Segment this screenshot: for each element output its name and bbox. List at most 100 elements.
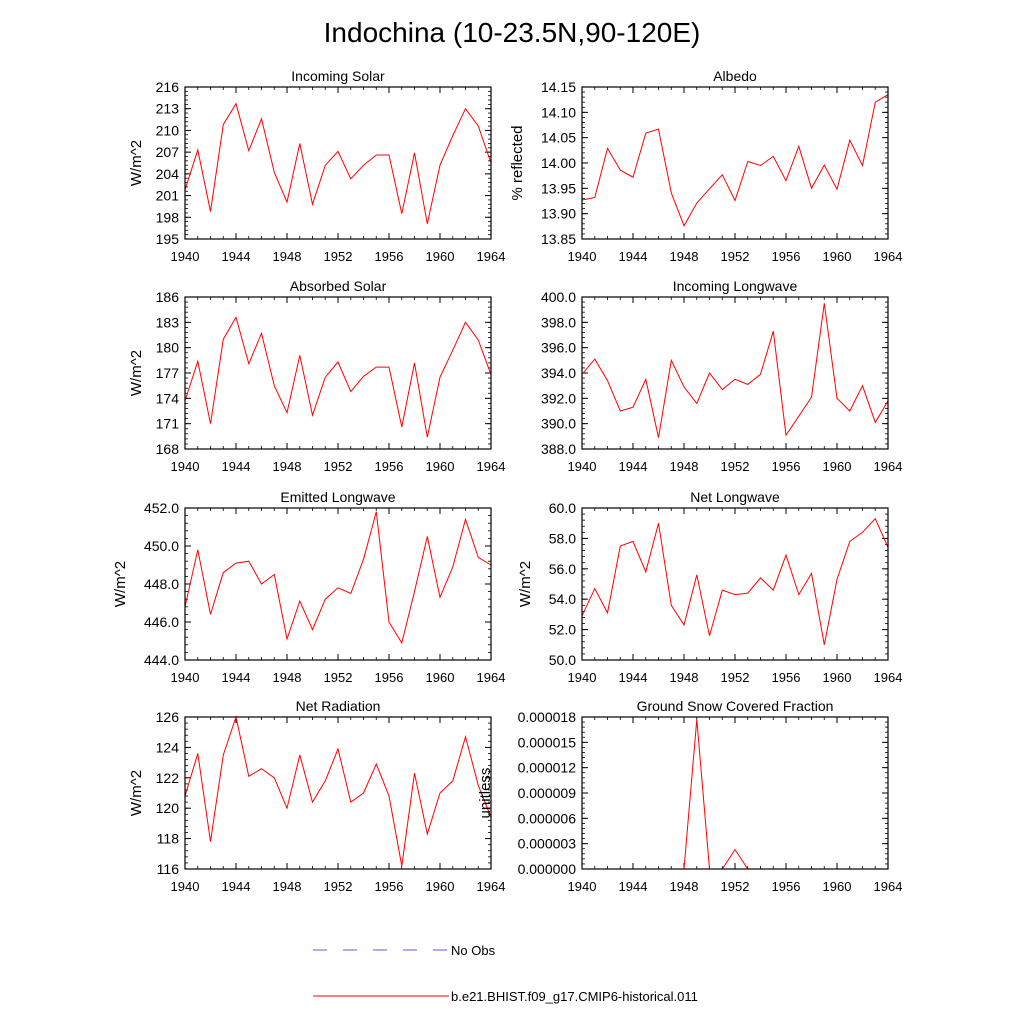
- x-tick-label: 1956: [375, 670, 404, 685]
- x-tick-label: 1960: [426, 879, 455, 894]
- y-tick-label: 183: [156, 314, 180, 330]
- plot-frame: [581, 716, 889, 870]
- x-tick-label: 1944: [222, 879, 251, 894]
- y-tick-label: 54.0: [549, 591, 576, 607]
- y-tick-label: 118: [157, 831, 180, 847]
- y-tick-label: 60.0: [549, 500, 576, 516]
- x-tick-label: 1940: [171, 459, 200, 474]
- y-tick-label: 13.90: [541, 206, 576, 222]
- y-tick-label: 198: [156, 209, 180, 225]
- panel-title: Incoming Solar: [291, 68, 385, 84]
- series-line: [581, 303, 889, 438]
- series-line: [184, 316, 492, 438]
- legend: No Obs b.e21.BHIST.f09_g17.CMIP6-histori…: [313, 943, 698, 1004]
- y-tick-label: 0.000003: [518, 836, 577, 852]
- x-tick-label: 1952: [324, 879, 353, 894]
- x-tick-label: 1964: [477, 670, 506, 685]
- y-tick-label: 213: [156, 101, 180, 117]
- y-axis-label: unitless: [477, 768, 494, 819]
- y-axis-label: % reflected: [509, 125, 526, 200]
- y-tick-label: 174: [156, 390, 180, 406]
- x-tick-label: 1952: [721, 879, 750, 894]
- x-tick-label: 1948: [273, 879, 302, 894]
- y-tick-label: 13.85: [541, 231, 576, 247]
- x-tick-label: 1960: [426, 670, 455, 685]
- y-tick-label: 120: [156, 800, 180, 816]
- x-tick-label: 1940: [171, 249, 200, 264]
- y-tick-label: 14.15: [541, 79, 576, 95]
- x-tick-label: 1956: [772, 459, 801, 474]
- x-tick-label: 1956: [772, 249, 801, 264]
- x-tick-label: 1944: [619, 459, 648, 474]
- y-tick-label: 186: [156, 289, 180, 305]
- x-tick-label: 1960: [823, 879, 852, 894]
- figure-title: Indochina (10-23.5N,90-120E): [324, 17, 701, 48]
- x-tick-label: 1964: [874, 670, 903, 685]
- y-tick-label: 216: [156, 79, 180, 95]
- y-tick-label: 0.000006: [518, 810, 577, 826]
- x-tick-label: 1964: [874, 459, 903, 474]
- chart-panel: 1940 1944 1948 1952 1956 1960 1964 195 198 201 204…: [128, 68, 505, 264]
- y-tick-label: 122: [156, 770, 180, 786]
- y-tick-label: 171: [156, 416, 180, 432]
- plot-frame: [184, 86, 492, 240]
- plot-frame: [581, 507, 889, 661]
- x-tick-label: 1960: [823, 670, 852, 685]
- panel-title: Absorbed Solar: [290, 278, 387, 294]
- y-tick-label: 0.000015: [518, 734, 577, 750]
- y-tick-label: 396.0: [541, 340, 576, 356]
- x-tick-label: 1948: [670, 670, 699, 685]
- plot-frame: [184, 507, 492, 661]
- y-tick-label: 207: [156, 144, 180, 160]
- x-tick-label: 1944: [619, 249, 648, 264]
- x-tick-label: 1960: [426, 459, 455, 474]
- x-tick-label: 1952: [324, 670, 353, 685]
- chart-panel: 1940 1944 1948 1952 1956 1960 1964 0.000000 0.00…: [477, 698, 902, 894]
- panel-title: Net Longwave: [690, 489, 780, 505]
- y-tick-label: 448.0: [144, 576, 179, 592]
- chart-panel: 1940 1944 1948 1952 1956 1960 1964 168 171 174 177…: [128, 278, 505, 474]
- x-tick-label: 1940: [568, 459, 597, 474]
- y-tick-label: 450.0: [144, 538, 179, 554]
- x-tick-label: 1960: [426, 249, 455, 264]
- y-tick-label: 58.0: [549, 530, 576, 546]
- panels-group: 1940 1944 1948 1952 1956 1960 1964 195 198 201 204…: [112, 68, 902, 894]
- series-line: [581, 94, 889, 227]
- y-tick-label: 14.05: [541, 130, 576, 146]
- y-tick-label: 210: [156, 122, 180, 138]
- x-tick-label: 1952: [721, 459, 750, 474]
- x-tick-label: 1940: [568, 249, 597, 264]
- x-tick-label: 1940: [568, 879, 597, 894]
- chart-panel: 1940 1944 1948 1952 1956 1960 1964 13.85 13.90 13…: [509, 68, 902, 264]
- x-tick-label: 1952: [324, 249, 353, 264]
- x-tick-label: 1948: [273, 670, 302, 685]
- x-tick-label: 1944: [619, 879, 648, 894]
- x-tick-label: 1944: [619, 670, 648, 685]
- plot-frame: [581, 86, 889, 240]
- y-tick-label: 116: [157, 861, 180, 877]
- y-tick-label: 400.0: [541, 289, 576, 305]
- y-tick-label: 14.10: [541, 104, 576, 120]
- y-tick-label: 126: [156, 709, 180, 725]
- x-tick-label: 1944: [222, 670, 251, 685]
- y-tick-label: 50.0: [549, 652, 576, 668]
- panel-title: Albedo: [713, 68, 757, 84]
- y-tick-label: 0.000018: [518, 709, 577, 725]
- series-line: [184, 715, 492, 867]
- x-tick-label: 1952: [324, 459, 353, 474]
- panel-title: Ground Snow Covered Fraction: [637, 698, 834, 714]
- panel-title: Net Radiation: [296, 698, 381, 714]
- y-tick-label: 0.000012: [518, 760, 577, 776]
- x-tick-label: 1948: [670, 879, 699, 894]
- y-tick-label: 444.0: [144, 652, 179, 668]
- y-axis-label: W/m^2: [128, 770, 145, 816]
- x-tick-label: 1948: [273, 249, 302, 264]
- y-tick-label: 0.000009: [518, 785, 577, 801]
- y-tick-label: 201: [156, 188, 180, 204]
- y-tick-label: 56.0: [549, 561, 576, 577]
- series-line: [184, 102, 492, 224]
- x-tick-label: 1964: [477, 459, 506, 474]
- x-tick-label: 1944: [222, 249, 251, 264]
- x-tick-label: 1940: [171, 670, 200, 685]
- y-tick-label: 180: [156, 340, 180, 356]
